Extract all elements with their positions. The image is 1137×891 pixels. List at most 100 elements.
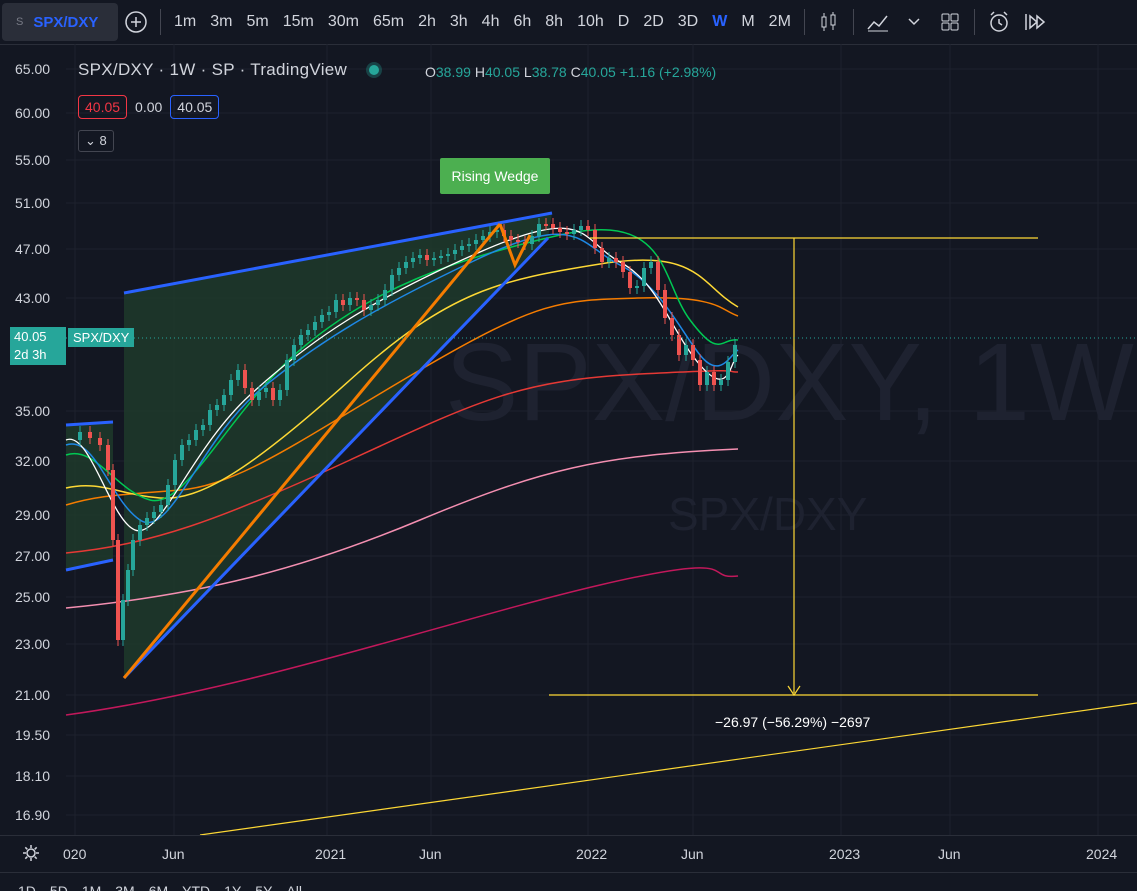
candle-body	[306, 330, 310, 335]
low-value: 38.78	[531, 64, 567, 80]
buy-price-button[interactable]: 40.05	[170, 95, 220, 119]
time-tick-label: Jun	[681, 846, 704, 862]
separator	[160, 9, 161, 35]
interval-10h[interactable]: 10h	[577, 13, 604, 30]
range-5d[interactable]: 5D	[49, 883, 68, 891]
time-tick-label: 2021	[315, 846, 347, 862]
candle-body	[712, 372, 716, 385]
interval-5m[interactable]: 5m	[246, 13, 269, 30]
candle-body	[572, 230, 576, 234]
chevron-down-icon[interactable]	[896, 7, 932, 37]
interval-2m[interactable]: 2M	[768, 13, 791, 30]
interval-3h[interactable]: 3h	[449, 13, 468, 30]
close-value: 40.05	[580, 64, 616, 80]
interval-m[interactable]: M	[741, 13, 755, 30]
time-tick-label: 2024	[1086, 846, 1118, 862]
candle-body	[173, 460, 177, 485]
interval-30m[interactable]: 30m	[327, 13, 359, 30]
interval-3d[interactable]: 3D	[677, 13, 699, 30]
candle-body	[453, 250, 457, 254]
interval-2h[interactable]: 2h	[418, 13, 436, 30]
symbol-prefix: S	[16, 16, 24, 28]
trendline-orange	[122, 223, 502, 679]
candle-body	[327, 312, 331, 315]
range-6m[interactable]: 6M	[148, 883, 169, 891]
candle-body	[152, 512, 156, 518]
alert-clock-icon[interactable]	[981, 7, 1017, 37]
range-1d[interactable]: 1D	[18, 883, 36, 891]
indicators-icon[interactable]	[860, 7, 896, 37]
range-all[interactable]: All	[286, 883, 302, 891]
price-tick-label: 16.90	[15, 807, 51, 823]
replay-icon[interactable]	[1017, 7, 1053, 37]
price-chart[interactable]: SPX/DXY, 1W SPX/DXY	[0, 0, 1137, 835]
range-bar: 1D 5D 1M 3M 6M YTD 1Y 5Y All	[0, 872, 1137, 891]
candle-body	[145, 518, 149, 525]
open-value: 38.99	[435, 64, 471, 80]
candle-body	[726, 362, 730, 380]
candle-body	[313, 322, 317, 330]
interval-8h[interactable]: 8h	[545, 13, 564, 30]
candle-body	[201, 425, 205, 430]
wedge-left-upper	[65, 420, 114, 427]
candle-body	[215, 405, 219, 410]
candle-body	[334, 300, 338, 312]
candle-body	[362, 300, 366, 310]
range-ytd[interactable]: YTD	[182, 883, 211, 891]
price-tick-label: 23.00	[15, 636, 51, 652]
candle-body	[649, 262, 653, 268]
market-status-dot[interactable]	[369, 65, 380, 75]
candle-body	[208, 410, 212, 425]
interval-w[interactable]: W	[712, 13, 728, 30]
chart-pane[interactable]: SPX/DXY, 1W SPX/DXY SPX/DXY · 1W	[0, 0, 1137, 835]
range-3m[interactable]: 3M	[115, 883, 135, 891]
candle-body	[411, 258, 415, 262]
candle-body	[383, 290, 387, 300]
candle-body	[516, 240, 520, 242]
candle-body	[180, 445, 184, 460]
candle-body	[271, 388, 275, 400]
current-price-label: 40.05 2d 3h	[10, 327, 66, 365]
candle-body	[126, 570, 130, 600]
candle-body	[222, 395, 226, 405]
interval-3m[interactable]: 3m	[210, 13, 233, 30]
interval-1m[interactable]: 1m	[174, 13, 197, 30]
candle-body	[355, 298, 359, 300]
interval-15m[interactable]: 15m	[282, 13, 314, 30]
price-tick-label: 27.00	[15, 548, 51, 564]
candle-body	[187, 440, 191, 445]
candle-body	[404, 262, 408, 268]
candle-body	[607, 258, 611, 262]
bar-countdown: 2d 3h	[14, 347, 47, 362]
candles-icon[interactable]	[811, 7, 847, 37]
candle-body	[250, 388, 254, 400]
range-5y[interactable]: 5Y	[255, 883, 273, 891]
range-1m[interactable]: 1M	[81, 883, 102, 891]
sell-price-button[interactable]: 40.05	[78, 95, 128, 119]
interval-2d[interactable]: 2D	[643, 13, 664, 30]
candle-body	[138, 525, 142, 540]
indicator-count: 8	[99, 133, 107, 148]
watermark-small: SPX/DXY	[668, 488, 867, 540]
range-1y[interactable]: 1Y	[224, 883, 242, 891]
interval-4h[interactable]: 4h	[481, 13, 500, 30]
legend-title: SPX/DXY · 1W · SP · TradingView	[78, 60, 348, 79]
candle-body	[509, 236, 513, 240]
ma-line-green	[65, 229, 739, 502]
interval-d[interactable]: D	[617, 13, 630, 30]
candle-body	[593, 230, 597, 248]
low-label: L	[523, 64, 532, 80]
pattern-label[interactable]: Rising Wedge	[440, 158, 550, 194]
candle-body	[106, 445, 110, 470]
candle-body	[131, 540, 135, 570]
interval-65m[interactable]: 65m	[372, 13, 405, 30]
time-axis[interactable]: 020 Jun 2021 Jun 2022 Jun 2023 Jun 2024	[0, 835, 1137, 872]
candle-body	[635, 286, 639, 288]
settings-gear-icon[interactable]	[22, 844, 40, 867]
layout-grid-icon[interactable]	[932, 7, 968, 37]
interval-6h[interactable]: 6h	[513, 13, 532, 30]
indicators-collapse-button[interactable]: ⌄ 8	[78, 130, 114, 152]
symbol-search-button[interactable]: S SPX/DXY	[2, 3, 118, 41]
compare-add-icon[interactable]	[118, 7, 154, 37]
candle-body	[439, 256, 443, 258]
